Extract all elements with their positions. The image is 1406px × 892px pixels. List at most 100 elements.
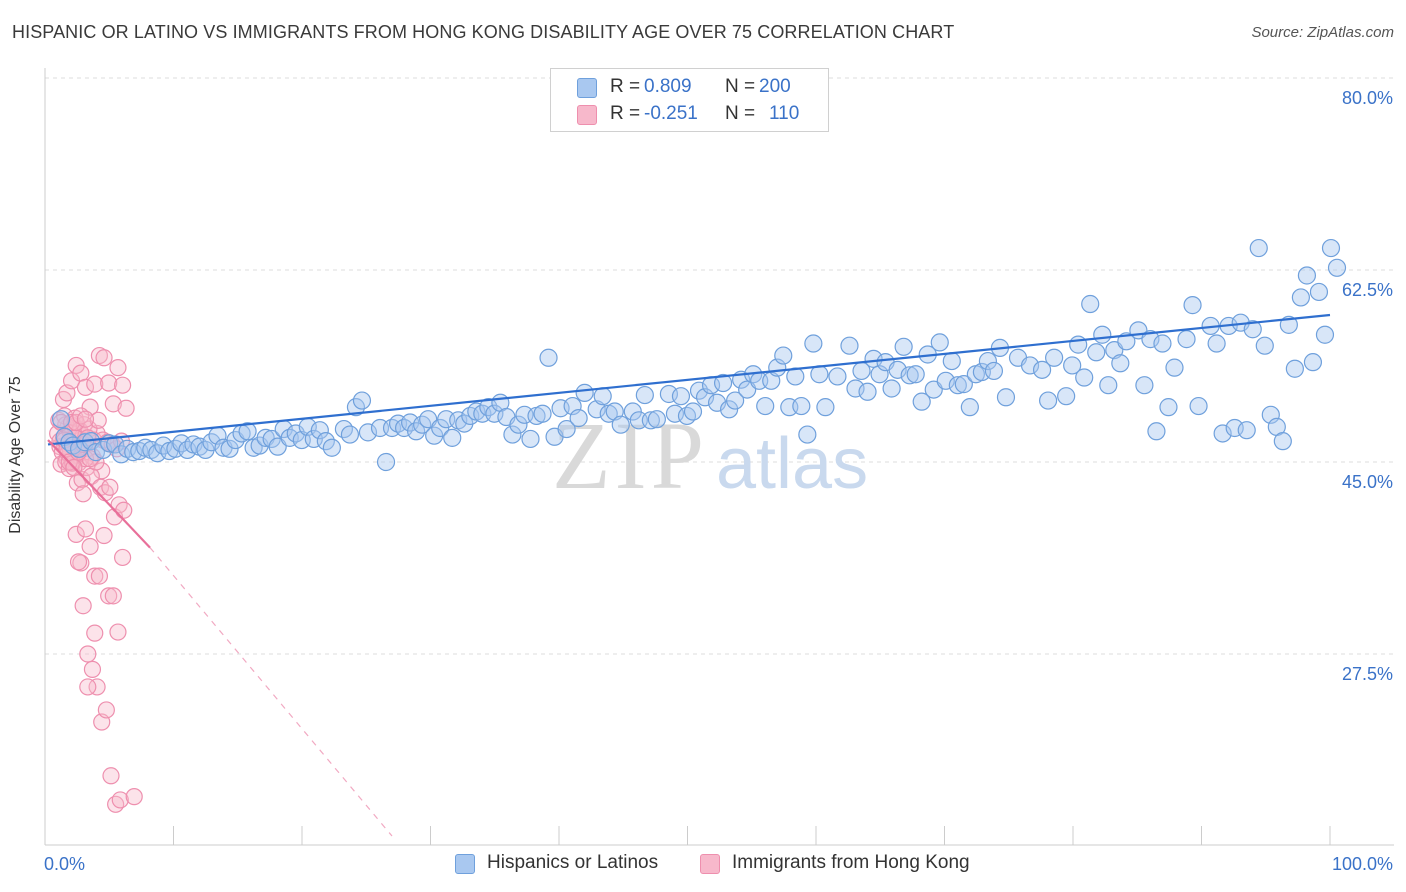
x-tick-label: 0.0% — [44, 854, 85, 874]
hong-kong-point — [79, 645, 97, 663]
hispanic-point — [726, 391, 745, 410]
hispanic-point — [1075, 368, 1094, 387]
hong-kong-point — [104, 587, 122, 605]
correlation-legend: R = 0.809 N = 200 R = -0.251 N = 110 — [550, 68, 829, 132]
hispanic-point — [1303, 353, 1323, 372]
hispanic-point — [810, 365, 829, 384]
hispanic-point — [509, 415, 528, 434]
hispanic-point — [611, 415, 630, 434]
hispanic-point — [647, 410, 666, 429]
hispanic-point — [238, 422, 257, 441]
legend-n-value: 200 — [759, 76, 791, 97]
hispanic-point — [930, 333, 949, 352]
hispanic-point — [310, 421, 329, 440]
hispanic-point — [1255, 336, 1274, 355]
hispanic-point — [894, 337, 913, 356]
hispanic-point — [888, 360, 907, 379]
hispanic-point — [846, 379, 865, 398]
hong-kong-point — [109, 359, 127, 377]
hong-kong-point — [95, 526, 113, 545]
hong-kong-point — [74, 597, 92, 615]
hong-kong-point — [113, 376, 132, 394]
hong-kong-point — [90, 567, 109, 585]
hispanic-point — [864, 349, 883, 368]
legend-r-value: 0.809 — [644, 76, 692, 97]
y-tick-label: 45.0% — [1342, 472, 1393, 492]
hispanic-point — [1045, 348, 1064, 367]
hong-kong-point — [72, 407, 90, 425]
hispanic-point — [1249, 238, 1268, 258]
y-axis-label: Disability Age Over 75 — [7, 376, 24, 534]
hong-kong-point — [81, 537, 99, 556]
hispanic-point — [804, 334, 823, 353]
hong-kong-points — [49, 346, 143, 813]
hong-kong-point — [102, 767, 120, 785]
hispanic-point — [1081, 294, 1100, 314]
legend-r-value: -0.251 — [644, 103, 698, 124]
hong-kong-point — [88, 678, 106, 696]
hispanic-point — [978, 351, 998, 371]
hong-kong-point — [72, 364, 90, 382]
hispanic-point — [539, 348, 558, 367]
hong-kong-point — [69, 553, 88, 571]
hispanic-points — [51, 238, 1347, 472]
hispanic-point — [996, 388, 1016, 407]
hispanic-point — [1237, 421, 1256, 440]
hispanic-point — [352, 391, 372, 410]
chart-title: HISPANIC OR LATINO VS IMMIGRANTS FROM HO… — [12, 22, 955, 42]
hispanic-point — [51, 410, 71, 429]
hong-kong-point — [109, 623, 127, 641]
hispanic-point — [1291, 288, 1310, 307]
hispanic-point — [1159, 398, 1178, 417]
hispanic-point — [1285, 359, 1304, 378]
hispanic-point — [1309, 282, 1329, 302]
tick-labels: 27.5% 45.0% 62.5% 80.0% 0.0% 100.0% — [44, 88, 1393, 874]
hispanic-point — [1165, 358, 1184, 377]
hispanic-point — [557, 419, 576, 439]
hispanic-point — [376, 452, 396, 472]
hispanic-point — [942, 351, 961, 371]
hong-kong-point — [115, 501, 133, 519]
hispanic-point — [984, 361, 1004, 381]
hispanic-point — [358, 423, 378, 442]
hispanic-point — [431, 418, 450, 438]
hispanic-trend-line — [47, 313, 1331, 446]
hong-kong-point — [101, 478, 119, 496]
source-label: Source: ZipAtlas.com — [1251, 24, 1394, 41]
hispanic-point — [1038, 391, 1058, 410]
hong-kong-point — [100, 374, 118, 392]
hispanic-point — [1135, 376, 1154, 395]
hong-kong-point — [86, 624, 104, 642]
hong-kong-point — [117, 399, 135, 417]
hispanic-point — [906, 365, 925, 384]
bottom-legend-swatch-blue — [455, 854, 475, 874]
hispanic-point — [816, 398, 835, 417]
hispanic-point — [533, 404, 552, 423]
hong-kong-point — [113, 548, 132, 567]
hispanic-point — [86, 443, 106, 462]
hong-kong-point — [111, 791, 129, 809]
hispanic-point — [858, 382, 877, 401]
legend-n-value: 110 — [769, 103, 800, 124]
hispanic-point — [756, 396, 775, 416]
hispanic-point — [671, 387, 691, 406]
hong-kong-point — [67, 525, 85, 544]
hispanic-point — [1141, 330, 1160, 349]
hispanic-point — [720, 400, 739, 419]
bottom-legend-swatch-pink — [700, 854, 720, 874]
hong-kong-point — [110, 496, 128, 514]
hispanic-point — [792, 396, 811, 416]
hispanic-point — [900, 366, 919, 385]
bottom-legend-label: Hispanics or Latinos — [487, 852, 659, 873]
hong-kong-point — [86, 567, 104, 585]
x-tick-label: 100.0% — [1332, 854, 1393, 874]
hispanic-point — [1099, 376, 1118, 395]
legend-n-label: N = — [725, 103, 756, 124]
y-tick-label: 80.0% — [1342, 88, 1393, 108]
legend-swatch-pink — [577, 105, 597, 125]
hong-kong-point — [76, 410, 95, 428]
bottom-legend-label: Immigrants from Hong Kong — [732, 852, 970, 873]
hispanic-point — [1177, 330, 1196, 349]
hispanic-point — [948, 376, 967, 395]
